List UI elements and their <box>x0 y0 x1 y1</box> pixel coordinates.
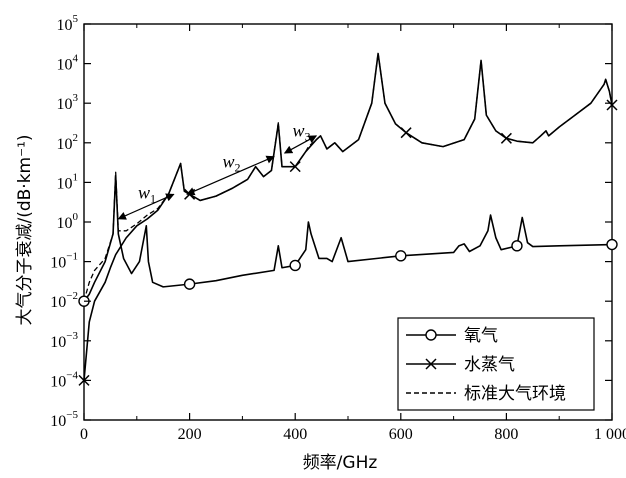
y-tick-label: 100 <box>57 211 79 232</box>
x-tick-label: 600 <box>389 426 413 443</box>
annotation-arrow <box>186 155 275 196</box>
annotation-arrow <box>283 135 318 154</box>
legend-label: 水蒸气 <box>464 355 515 375</box>
y-tick-label: 10−2 <box>50 290 78 311</box>
data-point <box>606 99 618 111</box>
x-tick-label: 1 000 <box>594 426 626 443</box>
marker-x-stroke <box>500 132 512 144</box>
axis-ticks: 0 200 400 600 800 1 000 10−5 10−4 10−3 10−2 10−1 10… <box>50 13 626 443</box>
marker-x-stroke <box>289 161 301 173</box>
data-point <box>500 132 512 144</box>
y-tick-label: 10−4 <box>50 369 78 390</box>
x-axis-title: 频率/GHz <box>303 453 378 473</box>
data-point <box>289 259 301 272</box>
legend-label: 氧气 <box>464 326 498 346</box>
x-tick-label: 0 <box>80 426 88 443</box>
annotation-label: w1 <box>138 183 156 206</box>
data-point <box>184 188 196 200</box>
annotation-label: w2 <box>223 151 241 174</box>
series-line <box>83 174 613 302</box>
data-point <box>511 240 523 252</box>
y-tick-label: 10−1 <box>50 251 78 272</box>
series-line <box>83 52 613 302</box>
y-tick-label: 10−5 <box>50 409 78 430</box>
data-point <box>400 127 412 139</box>
legend-marker <box>425 358 437 370</box>
y-tick-label: 103 <box>57 92 79 113</box>
data-point <box>606 238 618 251</box>
legend-label: 标准大气环境 <box>464 384 566 404</box>
x-tick-label: 800 <box>494 426 518 443</box>
annotation-arrow <box>117 193 175 220</box>
y-tick-label: 102 <box>57 132 79 153</box>
data-point <box>289 161 301 173</box>
legend-marker <box>425 329 437 341</box>
annotation-label: w3 <box>292 120 310 143</box>
marker-x-stroke <box>606 99 618 111</box>
y-tick-label: 105 <box>57 13 79 34</box>
data-point <box>183 278 196 290</box>
y-axis-title: 大气分子衰减/(dB·km⁻¹) <box>15 134 35 325</box>
data-point <box>395 250 407 262</box>
marker-x-stroke <box>400 127 412 139</box>
y-tick-label: 10−3 <box>50 330 78 351</box>
marker-x-stroke <box>425 358 437 370</box>
y-tick-label: 101 <box>57 171 79 192</box>
x-tick-label: 200 <box>178 426 202 443</box>
x-tick-label: 400 <box>283 426 307 443</box>
y-tick-label: 104 <box>57 53 79 74</box>
